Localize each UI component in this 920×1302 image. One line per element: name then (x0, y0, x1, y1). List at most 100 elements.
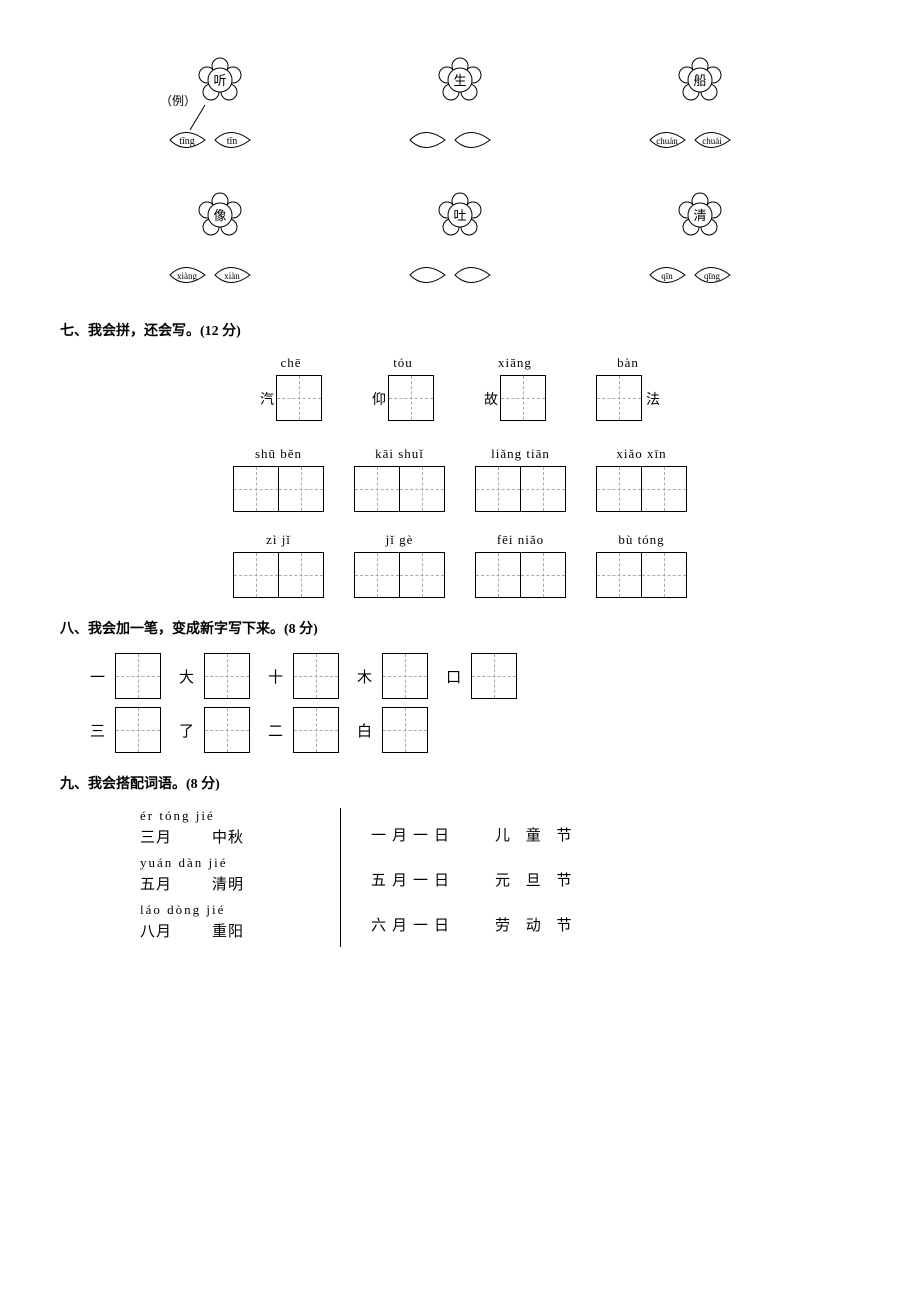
tianzi-box[interactable] (642, 552, 687, 598)
q9-title: 九、我会搭配词语。(8 分) (60, 773, 860, 793)
svg-text:xiàn: xiàn (224, 271, 240, 281)
match-item: 清明 (212, 873, 244, 894)
pinyin-label: liǎng tiān (475, 446, 566, 462)
match-item: 一月一日 (371, 824, 455, 845)
tianzi-box[interactable] (521, 466, 566, 512)
svg-text:chuái: chuái (702, 136, 722, 146)
match-item: 儿 童 节 (495, 824, 578, 845)
tianzi-box[interactable] (204, 707, 250, 753)
flower-item: 船 chuán chuái (630, 50, 770, 165)
q7-row-1: chē 汽 tóu 仰 xiāng 故 bàn 法 (60, 355, 860, 421)
svg-text:tīn: tīn (227, 136, 238, 147)
svg-text:qīn: qīn (661, 271, 673, 281)
example-label: （例） (160, 94, 196, 108)
q7-row-2: shū běn kāi shuǐ liǎng tiān xiǎo xīn (60, 446, 860, 512)
pinyin-label: fēi niǎo (475, 532, 566, 548)
tianzi-box[interactable] (400, 466, 445, 512)
char-prefix: 故 (484, 389, 496, 409)
svg-text:xiàng: xiàng (177, 271, 197, 281)
char-label: 木 (357, 666, 372, 687)
char-suffix: 法 (646, 389, 660, 409)
pinyin-label: zì jǐ (233, 532, 324, 548)
tianzi-box[interactable] (500, 375, 546, 421)
pinyin-label: xiāng (484, 355, 546, 371)
q9-container: ér tóng jié 三月 中秋 yuán dàn jié 五月 清明 láo d… (140, 808, 860, 947)
tianzi-box[interactable] (596, 466, 642, 512)
match-item: 劳 动 节 (495, 914, 578, 935)
tianzi-box[interactable] (204, 653, 250, 699)
flower-char: 听 (213, 73, 226, 88)
tianzi-box[interactable] (596, 375, 642, 421)
pinyin-label: bù tóng (596, 532, 687, 548)
pinyin-text: yuán dàn jié (140, 855, 340, 871)
flower-row-1: 听 （例） tīng tīn 生 (100, 50, 820, 165)
match-item: 三月 (140, 826, 172, 847)
char-label: 口 (446, 666, 461, 687)
q9-left-column: ér tóng jié 三月 中秋 yuán dàn jié 五月 清明 láo d… (140, 808, 340, 947)
char-label: 一 (90, 666, 105, 687)
svg-text:清: 清 (693, 208, 706, 223)
pinyin-label: xiǎo xīn (596, 446, 687, 462)
tianzi-box[interactable] (400, 552, 445, 598)
tianzi-box[interactable] (354, 552, 400, 598)
char-label: 白 (357, 720, 372, 741)
tianzi-box[interactable] (471, 653, 517, 699)
char-label: 十 (268, 666, 283, 687)
tianzi-box[interactable] (475, 552, 521, 598)
tianzi-box[interactable] (382, 707, 428, 753)
tianzi-box[interactable] (233, 552, 279, 598)
char-label: 了 (179, 720, 194, 741)
match-item: 元 旦 节 (495, 869, 578, 890)
svg-text:船: 船 (693, 73, 706, 88)
tianzi-box[interactable] (115, 707, 161, 753)
tianzi-box[interactable] (388, 375, 434, 421)
char-prefix: 汽 (260, 389, 272, 409)
pinyin-label: shū běn (233, 446, 324, 462)
pinyin-label: bàn (596, 355, 660, 371)
char-prefix: 仰 (372, 389, 384, 409)
tianzi-box[interactable] (115, 653, 161, 699)
char-label: 三 (90, 720, 105, 741)
match-item: 六月一日 (371, 914, 455, 935)
tianzi-box[interactable] (642, 466, 687, 512)
match-item: 八月 (140, 920, 172, 941)
tianzi-box[interactable] (521, 552, 566, 598)
pinyin-label: jǐ gè (354, 532, 445, 548)
char-label: 大 (179, 666, 194, 687)
char-label: 二 (268, 720, 283, 741)
pinyin-label: chē (260, 355, 322, 371)
q7-title: 七、我会拼，还会写。(12 分) (60, 320, 860, 340)
match-item: 五月 (140, 873, 172, 894)
tianzi-box[interactable] (475, 466, 521, 512)
tianzi-box[interactable] (279, 466, 324, 512)
tianzi-box[interactable] (293, 653, 339, 699)
tianzi-box[interactable] (276, 375, 322, 421)
q9-right-column: 一月一日 儿 童 节 五月一日 元 旦 节 六月一日 劳 动 节 (341, 808, 578, 947)
tianzi-box[interactable] (382, 653, 428, 699)
match-item: 重阳 (212, 920, 244, 941)
flower-item: 生 (390, 50, 530, 165)
q8-row-2: 三 了 二 白 (90, 707, 860, 753)
tianzi-box[interactable] (233, 466, 279, 512)
pinyin-text: láo dòng jié (140, 902, 340, 918)
pinyin-label: tóu (372, 355, 434, 371)
tianzi-box[interactable] (596, 552, 642, 598)
flower-svg: 听 （例） tīng tīn (150, 50, 290, 160)
match-item: 中秋 (212, 826, 244, 847)
svg-text:像: 像 (213, 208, 226, 223)
flower-row-2: 像 xiàng xiàn 吐 清 qīn qīng (100, 185, 820, 300)
tianzi-box[interactable] (293, 707, 339, 753)
match-item: 五月一日 (371, 869, 455, 890)
svg-text:吐: 吐 (453, 208, 466, 223)
q7-row-3: zì jǐ jǐ gè fēi niǎo bù tóng (60, 532, 860, 598)
tianzi-box[interactable] (354, 466, 400, 512)
q8-title: 八、我会加一笔，变成新字写下来。(8 分) (60, 618, 860, 638)
svg-text:chuán: chuán (656, 136, 678, 146)
pinyin-text: ér tóng jié (140, 808, 340, 824)
tianzi-box[interactable] (279, 552, 324, 598)
flower-item: 听 （例） tīng tīn (150, 50, 290, 165)
pinyin-label: kāi shuǐ (354, 446, 445, 462)
svg-text:生: 生 (453, 73, 466, 88)
svg-text:tīng: tīng (179, 136, 195, 147)
svg-text:qīng: qīng (704, 271, 721, 281)
